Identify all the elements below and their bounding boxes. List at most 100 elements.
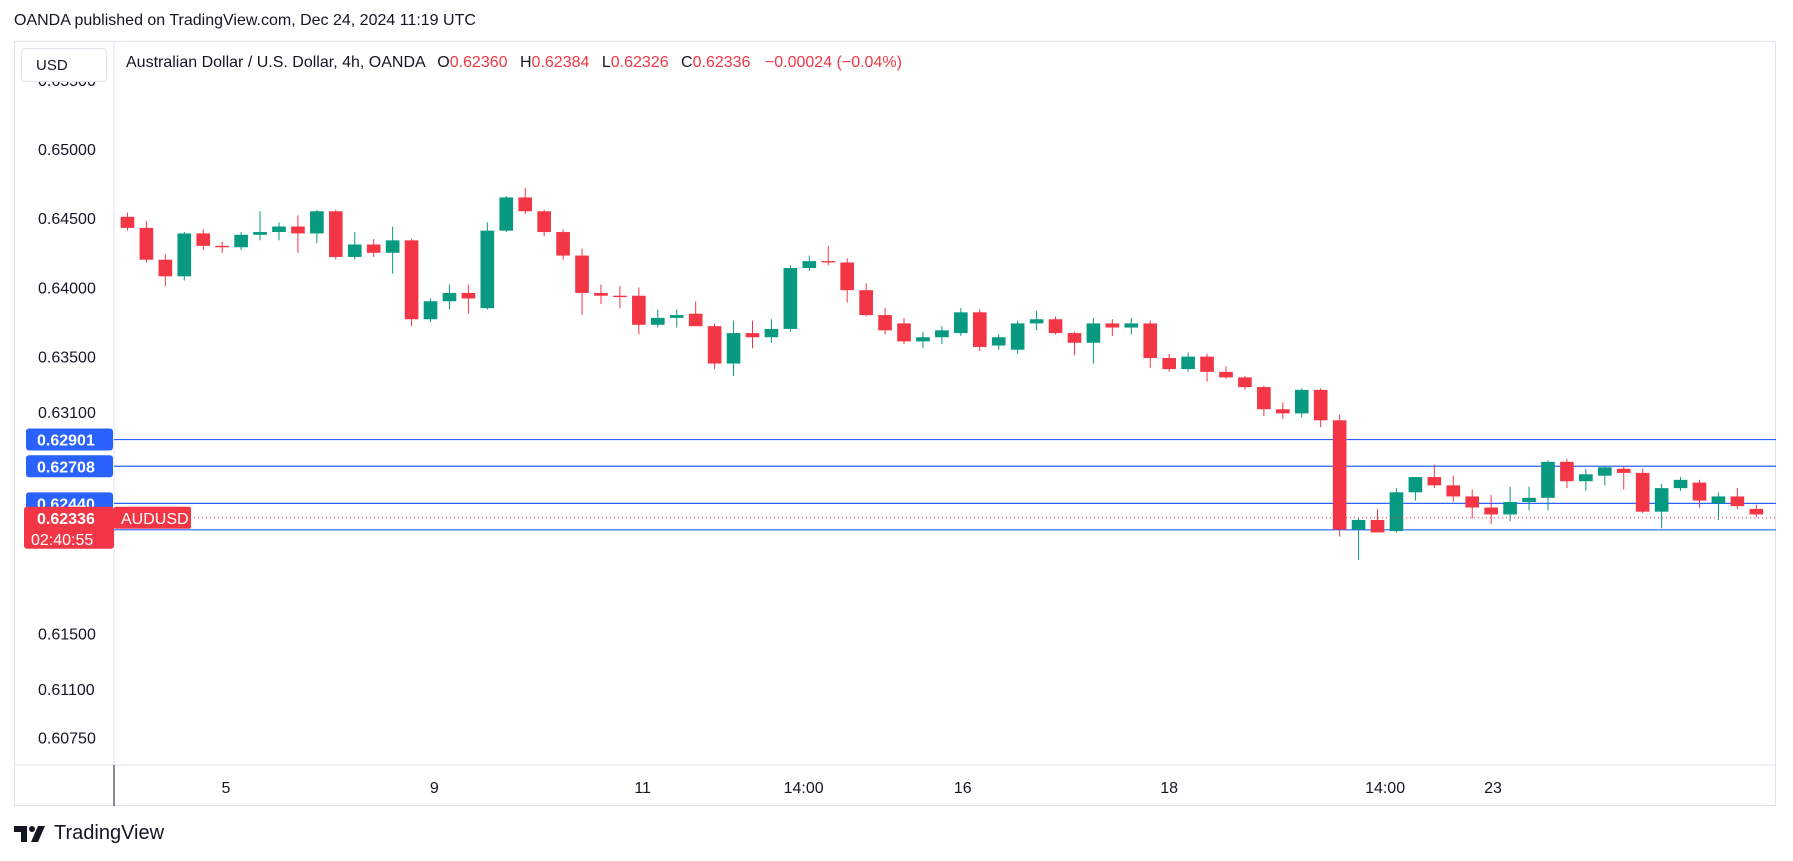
candle-body: [1275, 409, 1290, 414]
candle-body: [707, 326, 722, 364]
candle-body: [897, 323, 911, 342]
candle-body: [613, 295, 627, 298]
ohlc-legend: Australian Dollar / U.S. Dollar, 4h, OAN…: [126, 54, 902, 72]
tradingview-logo-icon: [14, 825, 45, 842]
candle-body: [1067, 333, 1082, 343]
candle-body: [499, 197, 514, 231]
level-price-label: 0.62901: [37, 433, 95, 450]
candle-body: [291, 226, 305, 234]
candle-body: [840, 262, 855, 291]
symbol-title[interactable]: Australian Dollar / U.S. Dollar, 4h, OAN…: [126, 54, 425, 71]
candle-body: [442, 292, 457, 302]
last-price-tag: [24, 506, 114, 549]
candle-body: [1711, 496, 1726, 504]
low-value: 0.62326: [610, 54, 669, 71]
x-tick-label: 23: [1484, 780, 1502, 797]
bar-countdown-label: 02:40:55: [31, 532, 93, 549]
candle-body: [385, 240, 400, 253]
candle-body: [556, 232, 570, 256]
candle-body: [1503, 501, 1517, 515]
y-tick-label: 0.61100: [38, 682, 95, 699]
candle-body: [234, 234, 248, 248]
candle-body: [272, 226, 286, 233]
candle-body: [1597, 467, 1612, 476]
open-label: O: [437, 54, 450, 71]
candle-body: [1749, 508, 1764, 515]
x-tick-label: 14:00: [1365, 780, 1405, 797]
candle-body: [594, 292, 608, 296]
candle-body: [1351, 519, 1366, 530]
candle-body: [1332, 420, 1347, 530]
candle-body: [1730, 496, 1745, 507]
chart-frame: [14, 41, 1776, 806]
candle-body: [1313, 389, 1328, 421]
y-tick-label: 0.64000: [38, 280, 96, 297]
candle-body: [158, 259, 173, 277]
candle-body: [215, 245, 229, 248]
open-value: 0.62360: [449, 54, 508, 71]
candle-body: [1370, 519, 1385, 533]
candle-body: [802, 261, 817, 269]
candle-body: [1465, 496, 1480, 508]
candle-body: [935, 330, 949, 338]
candle-body: [1692, 482, 1707, 501]
candle-body: [916, 337, 930, 342]
low-label: L: [601, 54, 611, 71]
candle-body: [1048, 319, 1063, 334]
y-tick-label: 0.60750: [38, 730, 96, 747]
candle-body: [1541, 461, 1555, 498]
candle-body: [1124, 323, 1139, 328]
y-tick-label: 0.63100: [38, 405, 96, 422]
candle-body: [480, 230, 495, 309]
candle-body: [575, 255, 589, 293]
tradingview-logo[interactable]: TradingView: [14, 822, 164, 845]
candle-body: [650, 317, 665, 325]
level-price-tag[interactable]: [26, 455, 113, 478]
candle-body: [1616, 468, 1631, 473]
high-value: 0.62384: [531, 54, 590, 71]
candle-body: [1654, 488, 1669, 512]
candle-body: [1238, 377, 1252, 388]
level-price-tag[interactable]: [26, 428, 113, 451]
candle-body: [1579, 474, 1593, 482]
candle-body: [1408, 477, 1423, 493]
y-tick-label: 0.64500: [38, 211, 96, 228]
candle-body: [1389, 492, 1404, 532]
candle-body: [1200, 356, 1214, 372]
candle-body: [1673, 479, 1688, 489]
candle-body: [310, 211, 324, 234]
candle-body: [669, 315, 684, 318]
candle-body: [139, 227, 154, 260]
candle-body: [1522, 497, 1536, 502]
candle-body: [1143, 323, 1158, 359]
candle-body: [1029, 319, 1044, 324]
candle-body: [1427, 477, 1442, 486]
candle-body: [347, 244, 362, 257]
candle-body: [821, 261, 836, 263]
candle-body: [423, 301, 438, 320]
brand-name: TradingView: [54, 822, 165, 844]
candle-body: [177, 233, 192, 277]
candle-body: [404, 240, 419, 320]
x-tick-label: 14:00: [784, 780, 824, 797]
candle-body: [1635, 472, 1650, 512]
candle-body: [859, 290, 873, 316]
candle-body: [1446, 485, 1461, 497]
candle-body: [461, 292, 476, 299]
symbol-tag: [114, 506, 191, 529]
candle-body: [1181, 356, 1195, 370]
candle-body: [1484, 507, 1498, 515]
candle-body: [783, 268, 798, 329]
candle-body: [726, 333, 741, 364]
candle-body: [878, 315, 892, 331]
change-value: −0.00024 (−0.04%): [764, 54, 902, 71]
candle-body: [328, 211, 343, 257]
currency-unit-button[interactable]: USD: [21, 48, 107, 82]
symbol-tag-label: AUDUSD: [121, 511, 189, 528]
candle-body: [120, 216, 135, 228]
candle-body: [1294, 389, 1309, 414]
x-tick-label: 16: [954, 780, 972, 797]
candle-body: [1010, 323, 1025, 350]
candle-body: [253, 232, 267, 235]
